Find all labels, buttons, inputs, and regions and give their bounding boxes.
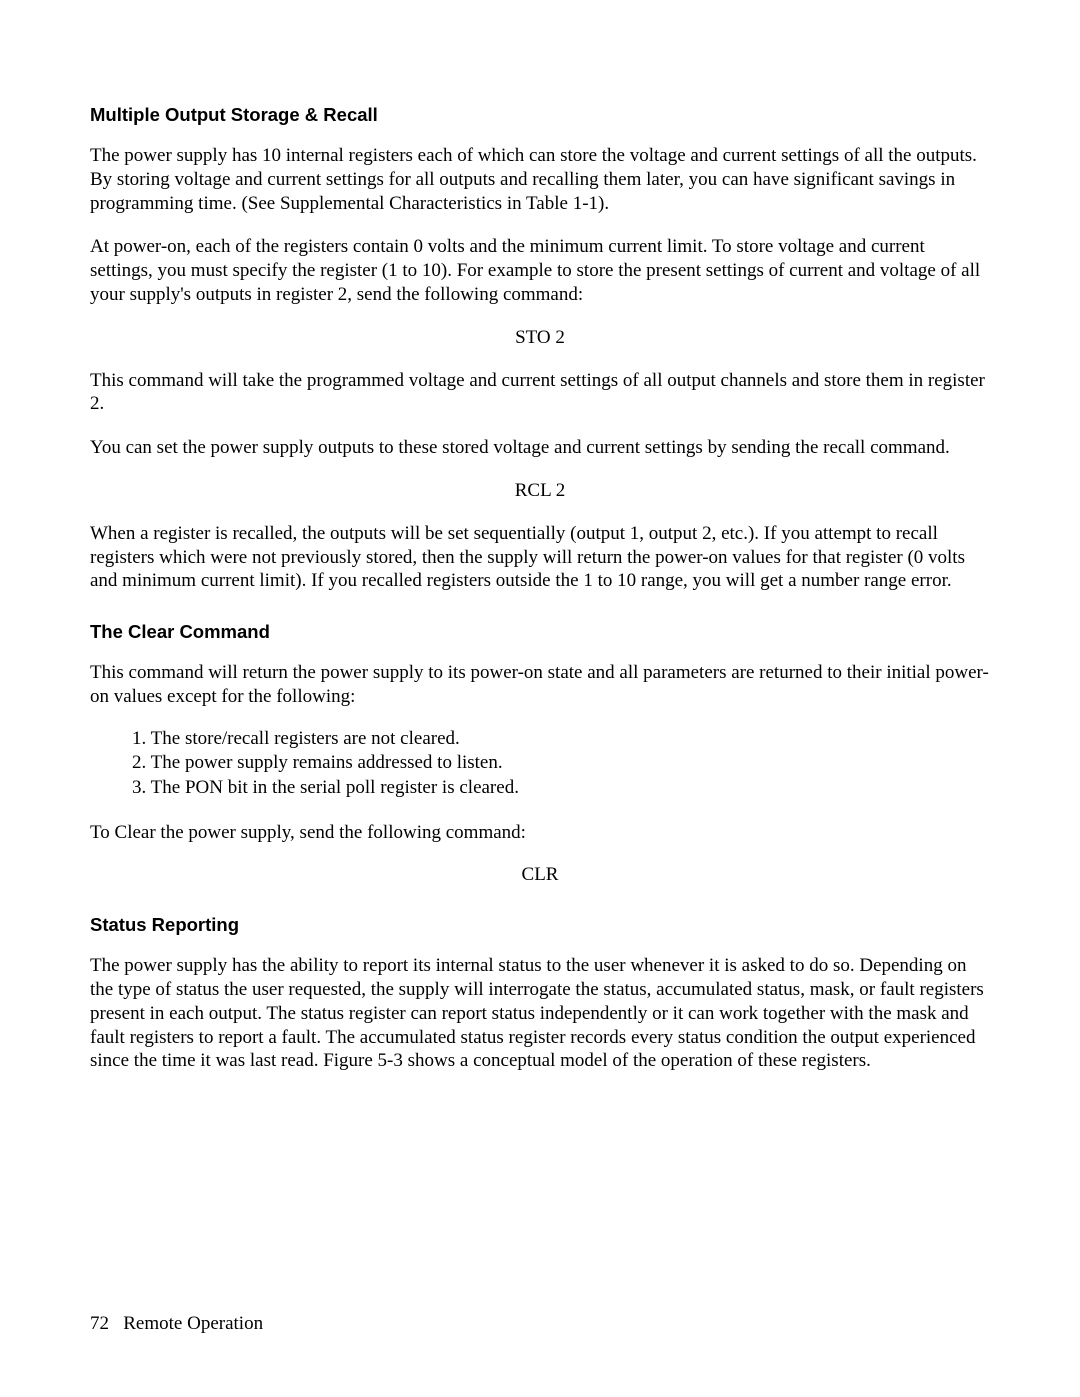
heading-clear-command: The Clear Command xyxy=(90,621,990,643)
clear-command-exceptions-list: 1. The store/recall registers are not cl… xyxy=(90,727,990,801)
page-number: 72 xyxy=(90,1313,109,1334)
section-label: Remote Operation xyxy=(123,1313,263,1334)
para-status-reporting-1: The power supply has the ability to repo… xyxy=(90,954,990,1073)
list-item: 1. The store/recall registers are not cl… xyxy=(132,727,990,752)
command-rcl: RCL 2 xyxy=(90,480,990,502)
page: Multiple Output Storage & Recall The pow… xyxy=(0,0,1080,1397)
command-clr: CLR xyxy=(90,864,990,886)
command-sto: STO 2 xyxy=(90,327,990,349)
heading-storage-recall: Multiple Output Storage & Recall xyxy=(90,104,990,126)
heading-status-reporting: Status Reporting xyxy=(90,914,990,936)
para-storage-recall-5: When a register is recalled, the outputs… xyxy=(90,522,990,593)
page-footer: 72 Remote Operation xyxy=(90,1313,263,1335)
para-storage-recall-1: The power supply has 10 internal registe… xyxy=(90,144,990,215)
para-clear-command-2: To Clear the power supply, send the foll… xyxy=(90,821,990,845)
para-storage-recall-4: You can set the power supply outputs to … xyxy=(90,436,990,460)
para-storage-recall-3: This command will take the programmed vo… xyxy=(90,369,990,417)
list-item: 3. The PON bit in the serial poll regist… xyxy=(132,776,990,801)
list-item: 2. The power supply remains addressed to… xyxy=(132,751,990,776)
para-clear-command-1: This command will return the power suppl… xyxy=(90,661,990,709)
para-storage-recall-2: At power-on, each of the registers conta… xyxy=(90,235,990,306)
